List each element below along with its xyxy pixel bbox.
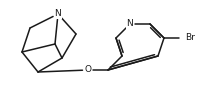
Text: O: O bbox=[85, 66, 92, 75]
Text: N: N bbox=[55, 10, 61, 19]
Text: Br: Br bbox=[185, 33, 195, 42]
Text: N: N bbox=[127, 20, 133, 29]
